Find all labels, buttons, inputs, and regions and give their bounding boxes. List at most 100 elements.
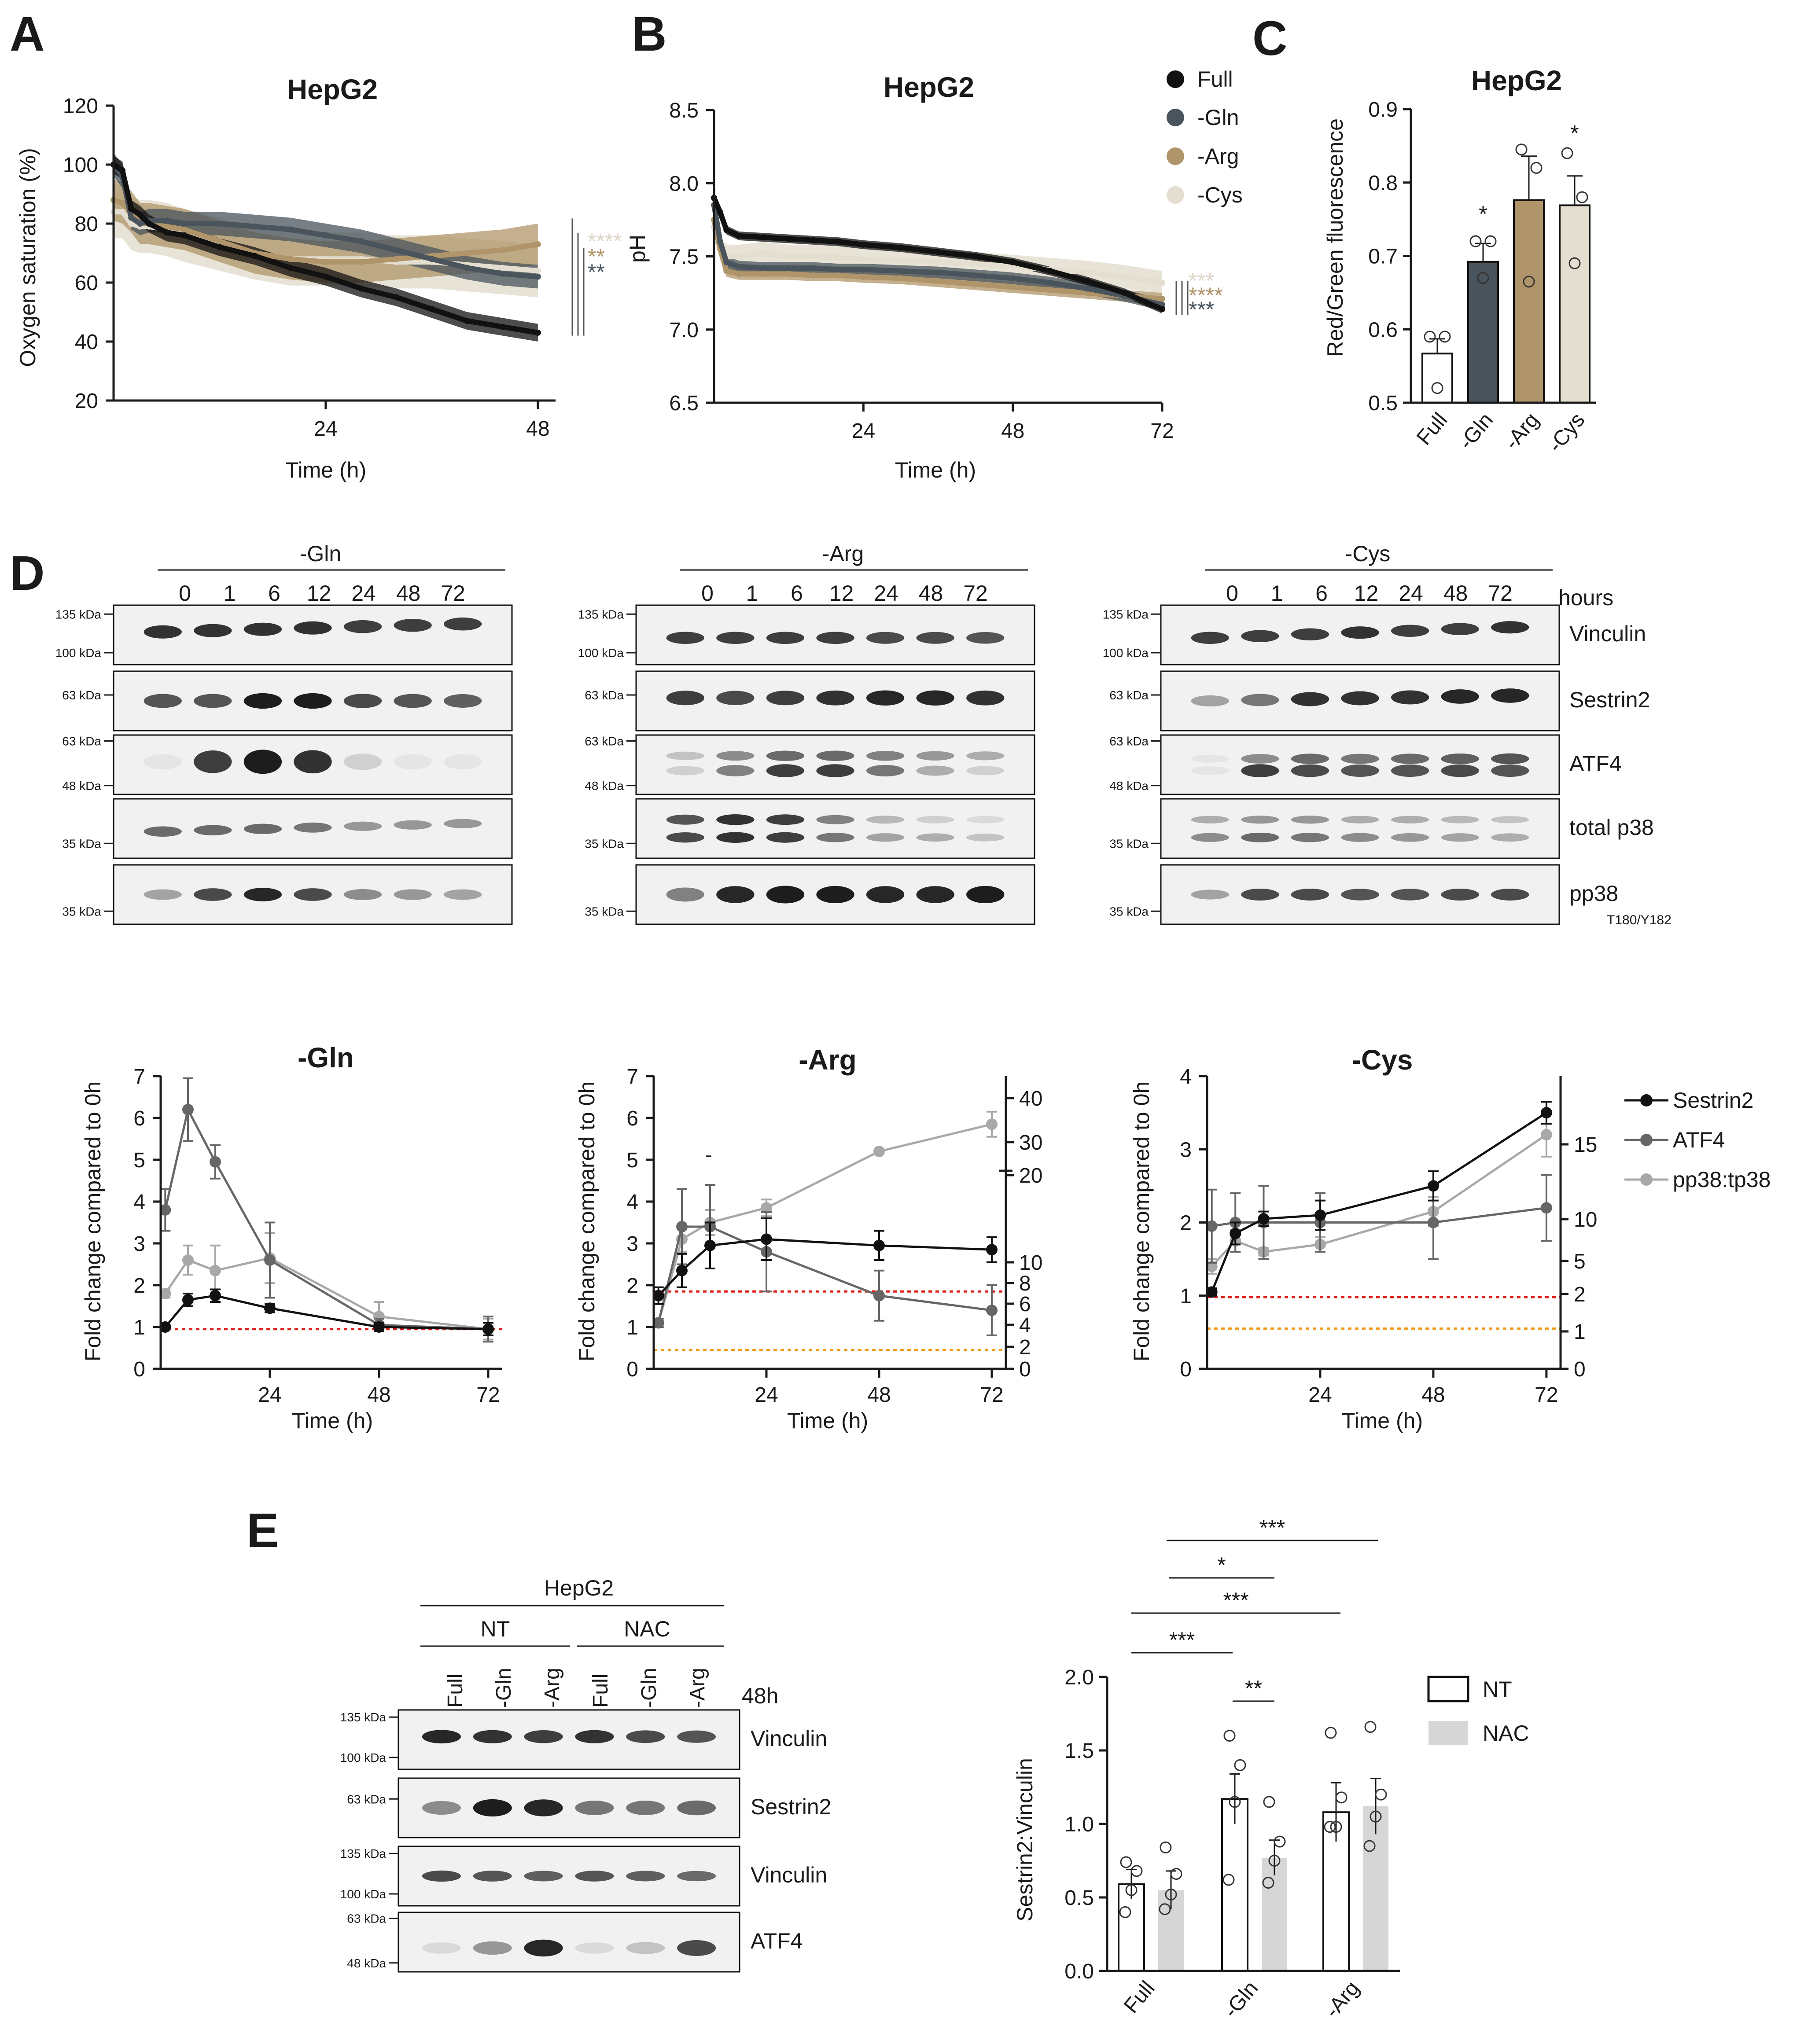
chart-d-arg-ytick-label: 0 xyxy=(626,1358,638,1381)
chart-d-arg-ytick-label: 1 xyxy=(626,1316,638,1339)
blot-d-time-label: 0 xyxy=(1226,581,1238,606)
blot-e-lane-label: Full xyxy=(444,1674,467,1708)
chart-d-cys-point xyxy=(1314,1209,1326,1221)
chart-a-xlabel: Time (h) xyxy=(285,458,366,482)
chart-b-point-full xyxy=(1122,290,1128,296)
chart-d-arg-xtick-label: 24 xyxy=(755,1383,778,1407)
chart-d-cys-ytick-label: 1 xyxy=(1180,1285,1192,1308)
chart-b-point-gln xyxy=(835,266,842,273)
blot-d-band xyxy=(1241,832,1279,842)
legend-ab-gln: -Gln xyxy=(1197,105,1239,130)
blot-d-band xyxy=(1391,833,1429,842)
chart-a-xtick-label: 24 xyxy=(314,417,337,441)
chart-a-point-gln xyxy=(128,214,135,221)
chart-d-arg-y2tick-label: 6 xyxy=(1019,1293,1031,1316)
chart-b-point-arg xyxy=(972,281,979,287)
chart-c-ytick-label: 0.7 xyxy=(1368,245,1398,268)
chart-d-gln-series-0 xyxy=(164,1294,489,1331)
chart-d-gln-series-2 xyxy=(164,1257,489,1331)
blot-e-blot-frame xyxy=(398,1912,740,1973)
chart-d-arg-point xyxy=(986,1244,998,1256)
chart-b-point-gln xyxy=(898,268,904,274)
chart-d-gln-xtick-label: 24 xyxy=(258,1383,281,1407)
chart-d-gln-plot-area: 0 1 2 3 4 5 6 7 24 48 72 xyxy=(133,1065,502,1407)
chart-b-point-gln xyxy=(785,265,792,272)
chart-b-point-cys xyxy=(1159,279,1165,286)
chart-e-point xyxy=(1268,1855,1281,1867)
blot-d-band xyxy=(766,632,805,644)
panel-label-e: E xyxy=(247,1504,279,1558)
chart-d-gln-ytick-label: 6 xyxy=(133,1107,145,1130)
blot-d-mw-label: 63 kDa xyxy=(62,688,101,702)
blot-d-row-label-4: pp38 xyxy=(1569,881,1618,906)
blot-d-band xyxy=(966,632,1005,644)
chart-d-cys-ytick-label: 2 xyxy=(1180,1212,1192,1235)
chart-e-point xyxy=(1222,1874,1235,1886)
chart-e-point xyxy=(1170,1868,1182,1880)
chart-d-gln-point xyxy=(210,1290,221,1301)
blot-d-time-label: 1 xyxy=(1271,581,1283,606)
blot-d-mw-label: 35 kDa xyxy=(1109,837,1149,850)
chart-e-xtick-label: Full xyxy=(1119,1977,1159,2018)
chart-a-point-full xyxy=(358,285,364,292)
blot-d-band xyxy=(1341,754,1379,764)
chart-b-ytick-label: 7.5 xyxy=(669,246,699,269)
chart-c-bar-full xyxy=(1421,353,1453,404)
chart-b-xtick-label: 72 xyxy=(1150,419,1174,443)
blot-d-band xyxy=(144,754,182,770)
chart-d-cys-xtick-label: 48 xyxy=(1421,1383,1445,1407)
blot-d-band xyxy=(916,765,954,776)
blot-d-mw-label: 63 kDa xyxy=(1109,735,1149,748)
blot-d-time-label: 48 xyxy=(1443,581,1468,606)
blot-d-band xyxy=(1191,695,1229,707)
chart-d-arg-ytick-label: 6 xyxy=(626,1107,638,1130)
blot-d-mw-label: 35 kDa xyxy=(62,837,101,850)
chart-d-arg-y2tick-label: 4 xyxy=(1019,1314,1031,1337)
chart-d-arg-xlabel: Time (h) xyxy=(787,1408,868,1433)
chart-d-cys-ytick-label: 4 xyxy=(1180,1065,1192,1088)
blot-d-blot-frame xyxy=(113,604,513,665)
blot-d-band xyxy=(716,632,755,644)
chart-d-arg-point xyxy=(986,1118,998,1130)
chart-d-cys-title: -Cys xyxy=(1352,1044,1413,1076)
chart-b-point-cys xyxy=(1084,269,1091,276)
blot-d-band xyxy=(1291,628,1329,641)
chart-b-xtick-label: 48 xyxy=(1001,419,1024,443)
blot-e-row-label-1: Sestrin2 xyxy=(751,1794,831,1819)
chart-a-point-arg xyxy=(464,250,471,256)
chart-b-point-full xyxy=(860,241,867,248)
blot-e-mw-label: 63 kDa xyxy=(347,1792,386,1806)
chart-d-gln-point xyxy=(159,1204,171,1216)
chart-b-point-full xyxy=(1084,278,1091,285)
blot-e-band xyxy=(524,1730,563,1743)
blot-d-time-label: 12 xyxy=(307,581,331,606)
blot-d-band xyxy=(966,886,1005,904)
chart-d-arg-ytick-label: 3 xyxy=(626,1232,638,1256)
blot-d-band xyxy=(1241,754,1279,764)
blot-d-band xyxy=(766,814,805,825)
chart-a-sig-label: ** xyxy=(588,244,605,269)
blot-e-mw-label: 135 kDa xyxy=(340,1710,387,1724)
chart-a-point-arg xyxy=(119,200,126,206)
legend-d-marker-pp38 xyxy=(1640,1173,1653,1186)
chart-b-point-gln xyxy=(723,259,730,265)
chart-d-cys-series-0 xyxy=(1211,1112,1547,1293)
chart-e-point xyxy=(1363,1840,1376,1852)
legend-ab: Full -Gln -Arg -Cys xyxy=(1167,67,1243,207)
chart-d-arg-point xyxy=(676,1221,688,1232)
chart-d-gln-ytick-label: 1 xyxy=(133,1316,145,1339)
chart-c-point xyxy=(1431,382,1443,394)
blot-d-band xyxy=(243,823,282,835)
blot-e-band xyxy=(575,1730,614,1743)
chart-d-cys-point xyxy=(1230,1228,1241,1239)
chart-a-point-arg xyxy=(216,238,223,245)
blot-e-band xyxy=(524,1939,563,1957)
blot-d-band xyxy=(816,632,854,644)
legend-e-nac: NAC xyxy=(1483,1721,1529,1746)
blot-d-time-label: 12 xyxy=(829,581,854,606)
chart-d-cys-point xyxy=(1427,1217,1439,1228)
chart-d-cys-point xyxy=(1540,1202,1552,1214)
chart-a-point-gln xyxy=(252,223,258,230)
